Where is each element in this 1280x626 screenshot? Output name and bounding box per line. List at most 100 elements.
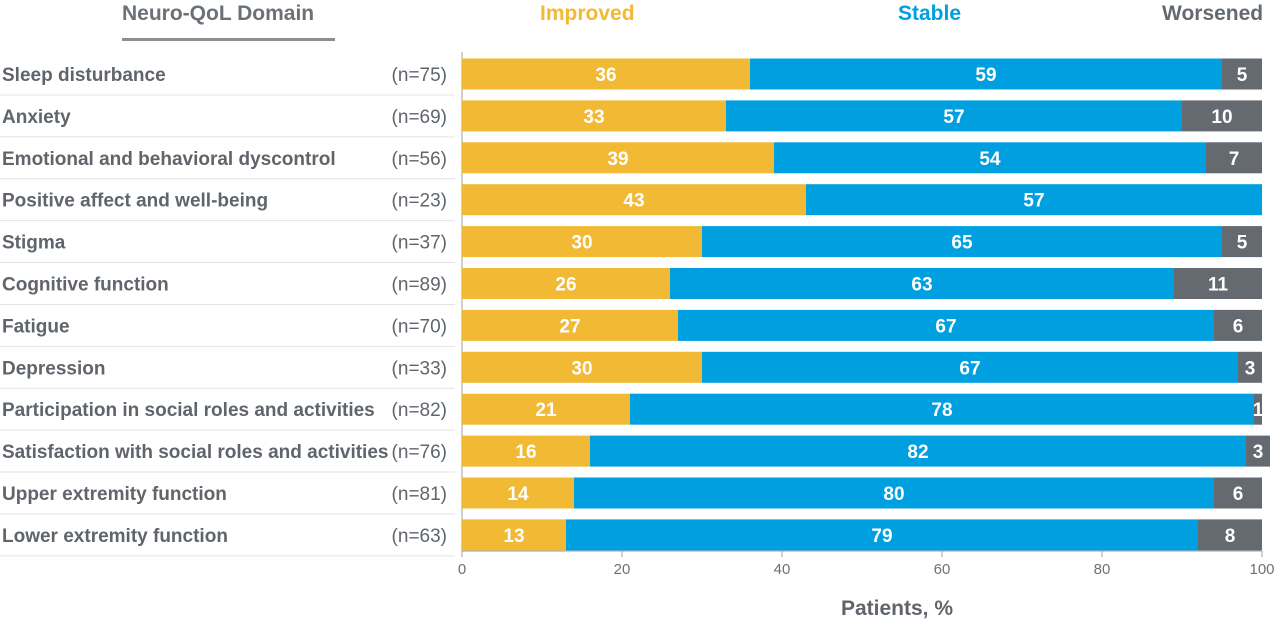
bar-worsened <box>1214 477 1262 509</box>
bar-worsened <box>1198 519 1262 551</box>
data-label-worsened: 1 <box>1253 400 1264 421</box>
category-label: Upper extremity function <box>2 484 227 505</box>
data-label-stable: 57 <box>1023 191 1044 212</box>
category-label: Positive affect and well-being <box>2 191 268 212</box>
x-tick-label: 0 <box>458 561 466 578</box>
n-label: (n=56) <box>392 149 447 170</box>
category-label: Participation in social roles and activi… <box>2 400 375 421</box>
bar-improved <box>462 226 702 258</box>
data-label-improved: 16 <box>515 442 536 463</box>
bar-stable <box>574 477 1214 509</box>
data-label-improved: 30 <box>571 233 592 254</box>
data-label-stable: 65 <box>951 233 973 254</box>
bar-stable <box>702 351 1238 383</box>
bar-worsened <box>1238 351 1262 383</box>
data-label-stable: 82 <box>907 442 928 463</box>
x-axis-title: Patients, % <box>841 597 953 620</box>
bar-improved <box>462 519 566 551</box>
category-label: Satisfaction with social roles and activ… <box>2 442 388 463</box>
bar-improved <box>462 309 678 341</box>
bar-worsened <box>1254 393 1262 425</box>
bar-stable <box>726 100 1182 132</box>
data-label-improved: 33 <box>583 107 604 128</box>
data-label-improved: 30 <box>571 358 592 379</box>
data-label-improved: 36 <box>595 65 616 86</box>
bar-improved <box>462 351 702 383</box>
bar-stable <box>670 268 1174 299</box>
bar-stable <box>702 226 1222 258</box>
data-label-worsened: 7 <box>1229 149 1240 170</box>
n-label: (n=76) <box>392 442 447 463</box>
bar-worsened <box>1214 309 1262 341</box>
category-label: Sleep disturbance <box>2 65 166 86</box>
domain-header-underline <box>122 38 335 41</box>
n-label: (n=63) <box>392 526 447 547</box>
data-label-worsened: 5 <box>1237 233 1248 254</box>
data-label-stable: 78 <box>931 400 952 421</box>
data-label-worsened: 6 <box>1233 484 1244 505</box>
data-label-improved: 13 <box>503 526 524 547</box>
data-label-improved: 26 <box>555 275 576 296</box>
category-label: Emotional and behavioral dyscontrol <box>2 149 336 170</box>
bar-stable <box>750 58 1222 90</box>
category-label: Cognitive function <box>2 275 169 296</box>
bar-improved <box>462 142 774 174</box>
data-label-improved: 14 <box>507 484 529 505</box>
legend-stable: Stable <box>898 2 962 25</box>
n-label: (n=37) <box>392 233 447 254</box>
bar-stable <box>590 435 1246 467</box>
category-label: Anxiety <box>2 107 71 128</box>
bar-stable <box>566 519 1198 551</box>
bar-stable <box>630 393 1254 425</box>
domain-header: Neuro-QoL Domain <box>122 2 315 25</box>
data-label-worsened: 3 <box>1245 358 1256 379</box>
data-label-improved: 21 <box>535 400 557 421</box>
data-label-stable: 63 <box>911 275 932 296</box>
category-label: Fatigue <box>2 316 70 337</box>
bar-improved <box>462 393 630 425</box>
bar-improved <box>462 184 806 216</box>
x-tick-label: 100 <box>1249 561 1274 578</box>
data-label-improved: 39 <box>607 149 628 170</box>
x-tick-label: 20 <box>614 561 631 578</box>
n-label: (n=70) <box>392 316 447 337</box>
data-label-worsened: 5 <box>1237 65 1248 86</box>
x-tick-label: 40 <box>774 561 791 578</box>
bar-stable <box>806 184 1262 216</box>
n-label: (n=75) <box>392 65 447 86</box>
n-label: (n=33) <box>392 358 447 379</box>
data-label-improved: 27 <box>559 316 580 337</box>
data-label-stable: 57 <box>943 107 964 128</box>
n-label: (n=89) <box>392 275 447 296</box>
legend-worsened: Worsened <box>1162 2 1264 25</box>
data-label-improved: 43 <box>623 191 644 212</box>
data-label-stable: 67 <box>935 316 956 337</box>
n-label: (n=69) <box>392 107 447 128</box>
data-label-stable: 80 <box>883 484 904 505</box>
data-label-worsened: 8 <box>1225 526 1236 547</box>
data-label-stable: 67 <box>959 358 980 379</box>
x-tick-label: 80 <box>1094 561 1111 578</box>
bar-stable <box>774 142 1206 174</box>
category-label: Stigma <box>2 233 66 254</box>
bar-improved <box>462 435 590 467</box>
bar-stable <box>678 309 1214 341</box>
data-label-stable: 59 <box>975 65 996 86</box>
data-label-worsened: 6 <box>1233 316 1244 337</box>
bar-improved <box>462 58 750 90</box>
bar-worsened <box>1182 100 1262 132</box>
bar-worsened <box>1222 58 1262 90</box>
bar-improved <box>462 100 726 132</box>
bar-worsened <box>1174 268 1262 299</box>
data-label-worsened: 11 <box>1208 275 1229 296</box>
data-label-stable: 54 <box>979 149 1001 170</box>
bar-improved <box>462 268 670 299</box>
bar-improved <box>462 477 574 509</box>
n-label: (n=82) <box>392 400 447 421</box>
legend-improved: Improved <box>540 2 635 25</box>
data-label-stable: 79 <box>871 526 892 547</box>
bar-worsened <box>1246 435 1270 467</box>
x-tick-label: 60 <box>934 561 951 578</box>
n-label: (n=81) <box>392 484 447 505</box>
